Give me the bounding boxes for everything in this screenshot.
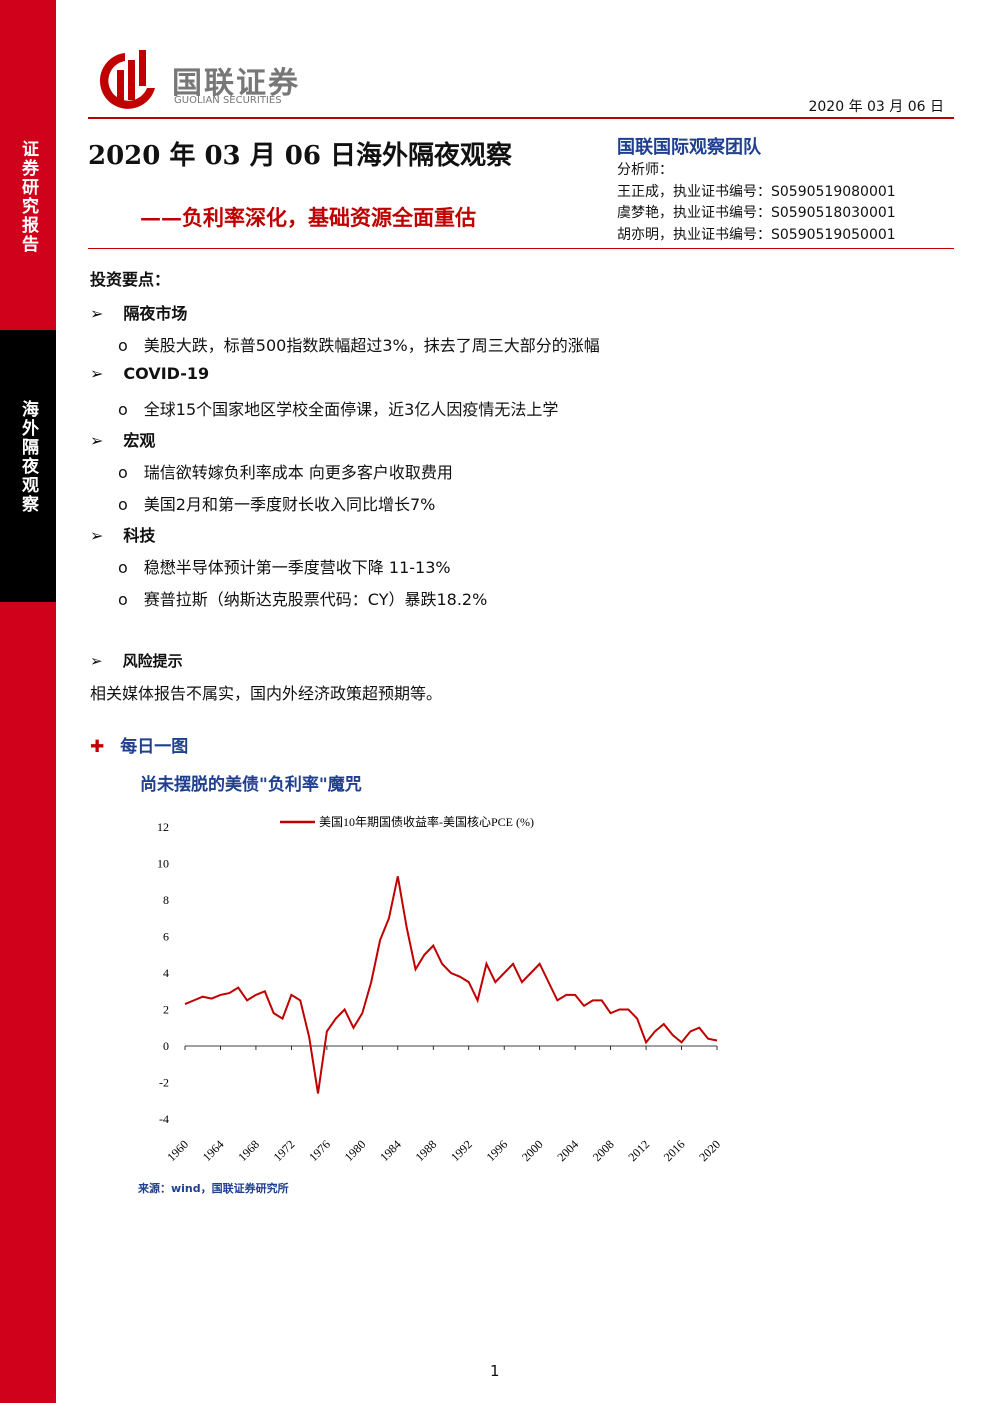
chart-title: 尚未摆脱的美债"负利率"魔咒 xyxy=(140,775,362,795)
point-text: 稳懋半导体预计第一季度营收下降 11-13% xyxy=(143,558,451,577)
side-label: 证券研究报告 xyxy=(18,140,38,254)
source: 来源：wind，国联证券研究所 xyxy=(138,1182,289,1195)
risk-text: 相关媒体报告不属实，国内外经济政策超预期等。 xyxy=(90,684,443,703)
data-line xyxy=(184,876,718,1094)
x-tick-label: 1968 xyxy=(235,1137,262,1164)
legend-label: 美国10年期国债收益率-美国核心PCE (%) xyxy=(319,814,534,829)
x-tick-label: 1996 xyxy=(483,1137,510,1164)
rule xyxy=(88,248,954,249)
x-tick-label: 2008 xyxy=(590,1137,617,1164)
y-tick-label: 6 xyxy=(163,930,169,944)
bullet: ➢ xyxy=(90,304,104,323)
side-bar xyxy=(0,602,56,1403)
y-tick-label: 8 xyxy=(163,893,169,907)
y-tick-label: 12 xyxy=(157,820,169,834)
bullet: o xyxy=(118,589,128,609)
rule xyxy=(88,117,954,119)
company-en: GUOLIAN SECURITIES xyxy=(174,95,282,106)
point-text: 全球15个国家地区学校全面停课，近3亿人因疫情无法上学 xyxy=(143,399,559,419)
x-tick-label: 2000 xyxy=(519,1137,546,1164)
page-number: 1 xyxy=(490,1362,500,1380)
bullet: o xyxy=(118,558,128,577)
y-tick-label: -2 xyxy=(159,1076,169,1090)
bullet: o xyxy=(118,399,128,419)
y-tick-label: 10 xyxy=(157,857,169,871)
report-date: 2020 年 03 月 06 日 xyxy=(808,99,944,115)
side-bar: 海外隔夜观察 xyxy=(0,330,56,602)
section-heading: ➢ 科技 xyxy=(90,522,155,546)
bullet: o xyxy=(118,494,128,514)
bullet: ➢ xyxy=(90,526,104,545)
chart: -4 -2 0 2 4 6 8 10 12 1960 1964 1968 1972 1976 1980 198… xyxy=(157,814,723,1164)
y-tick-label: -4 xyxy=(159,1112,169,1126)
key-points-heading: 投资要点： xyxy=(90,270,171,289)
x-tick-label: 2016 xyxy=(661,1137,688,1164)
point: o 美国2月和第一季度财长收入同比增长7% xyxy=(118,491,435,515)
bullet: ➢ xyxy=(90,431,104,450)
analyst: 胡亦明，执业证书编号：S0590519050001 xyxy=(617,226,896,243)
point: o 稳懋半导体预计第一季度营收下降 11-13% xyxy=(118,554,451,578)
x-tick-label: 1964 xyxy=(200,1137,227,1164)
title: 2020 年 03 月 06 日海外隔夜观察 xyxy=(88,141,512,171)
point: o 美股大跌，标普500指数跌幅超过3%，抹去了周三大部分的涨幅 xyxy=(118,332,600,356)
subtitle: ——负利率深化，基础资源全面重估 xyxy=(140,205,476,230)
section-heading-text: COVID-19 xyxy=(123,363,210,383)
x-tick-label: 1988 xyxy=(413,1137,440,1164)
point-text: 赛普拉斯（纳斯达克股票代码：CY）暴跌18.2% xyxy=(143,589,488,609)
x-tick-label: 2004 xyxy=(554,1137,581,1164)
risk-heading-text: 风险提示 xyxy=(122,652,183,670)
bullet: ➢ xyxy=(90,363,104,383)
x-tick-label: 1972 xyxy=(271,1137,298,1164)
section-heading-text: 隔夜市场 xyxy=(123,304,188,323)
section-heading: ➢ COVID-19 xyxy=(90,364,209,383)
side-bar: 证券研究报告 xyxy=(0,0,56,330)
x-tick-label: 2012 xyxy=(625,1137,652,1164)
analyst: 虞梦艳，执业证书编号：S0590518030001 xyxy=(617,205,896,221)
x-tick-label: 1984 xyxy=(377,1137,404,1164)
analyst: 王正成，执业证书编号：S0590519080001 xyxy=(617,183,896,200)
point-text: 美国2月和第一季度财长收入同比增长7% xyxy=(143,494,436,514)
y-tick-label: 2 xyxy=(163,1003,169,1017)
analysts: 分析师： 王正成，执业证书编号：S0590519080001 虞梦艳，执业证书编… xyxy=(617,160,896,246)
point: o 瑞信欲转嫁负利率成本 向更多客户收取费用 xyxy=(118,459,453,483)
section-heading: ➢ 隔夜市场 xyxy=(90,300,187,324)
section-heading: ➢ 宏观 xyxy=(90,427,155,451)
risk-heading: ➢ 风险提示 xyxy=(90,652,183,670)
point-text: 瑞信欲转嫁负利率成本 向更多客户收取费用 xyxy=(143,463,453,482)
x-tick-label: 2020 xyxy=(696,1137,723,1164)
team-name: 国联国际观察团队 xyxy=(617,137,761,158)
analyst-label: 分析师： xyxy=(617,162,673,178)
y-tick-label: 0 xyxy=(163,1039,169,1053)
logo xyxy=(99,50,155,109)
bullet: o xyxy=(118,463,128,482)
side-label: 海外隔夜观察 xyxy=(18,400,38,514)
point: o 全球15个国家地区学校全面停课，近3亿人因疫情无法上学 xyxy=(118,396,558,420)
company-name: 国联证券 xyxy=(172,66,300,101)
daily-chart-heading: ✚ 每日一图 xyxy=(90,737,189,757)
x-tick-label: 1976 xyxy=(306,1137,333,1164)
x-tick-label: 1960 xyxy=(164,1137,191,1164)
y-tick-label: 4 xyxy=(163,966,169,980)
x-tick-label: 1980 xyxy=(342,1137,369,1164)
daily-chart-heading-text: 每日一图 xyxy=(120,737,189,757)
section-heading-text: 科技 xyxy=(123,526,156,545)
point-text: 美股大跌，标普500指数跌幅超过3%，抹去了周三大部分的涨幅 xyxy=(143,336,600,355)
section-heading-text: 宏观 xyxy=(123,431,156,450)
bullet: o xyxy=(118,336,128,355)
x-tick-label: 1992 xyxy=(448,1137,475,1164)
point: o 赛普拉斯（纳斯达克股票代码：CY）暴跌18.2% xyxy=(118,586,487,610)
